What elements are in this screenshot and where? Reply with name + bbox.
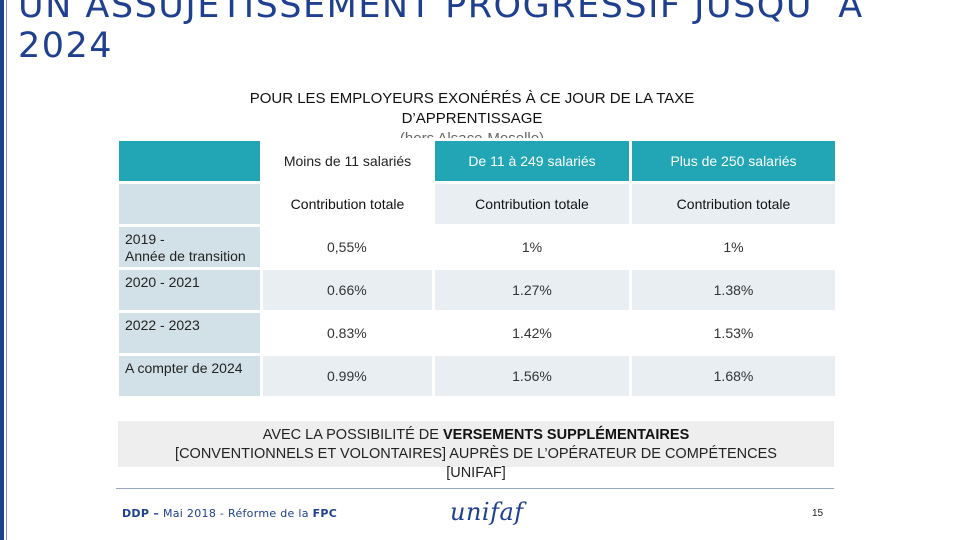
table-cell: 1.27%	[435, 270, 629, 310]
contribution-rates-table: Moins de 11 salariés De 11 à 249 salarié…	[116, 138, 838, 399]
slide-title-line2: 2024	[18, 26, 114, 66]
subtitle-line1: POUR LES EMPLOYEURS EXONÉRÉS À CE JOUR D…	[249, 90, 695, 107]
note-box	[118, 421, 834, 467]
subheader-corner-cell	[119, 184, 260, 224]
row-label: 2020 - 2021	[119, 270, 260, 310]
table-cell: 0.99%	[263, 356, 432, 396]
subtitle-line3: (hors Alsace-Moselle)	[180, 129, 764, 138]
row-label: 2022 - 2023	[119, 313, 260, 353]
column-header-large: Plus de 250 salariés	[632, 141, 835, 181]
table-cell: 1.56%	[435, 356, 629, 396]
slide-left-accent-bar	[0, 0, 4, 540]
header-corner-cell	[119, 141, 260, 181]
subheader-cell: Contribution totale	[435, 184, 629, 224]
footer-text: Mai 2018 - Réforme de la	[159, 507, 313, 520]
note-bold: VERSEMENTS SUPPLÉMENTAIRES	[442, 427, 690, 443]
table-cell: 1%	[435, 227, 629, 267]
subheader-cell: Contribution totale	[263, 184, 432, 224]
table-cell: 1.53%	[632, 313, 835, 353]
slide-subtitle: POUR LES EMPLOYEURS EXONÉRÉS À CE JOUR D…	[180, 89, 764, 139]
table-row: 2019 - Année de transition 0,55% 1% 1%	[119, 227, 835, 267]
table-row: A compter de 2024 0.99% 1.56% 1.68%	[119, 356, 835, 396]
footer-caption: DDP – Mai 2018 - Réforme de la FPC	[122, 507, 337, 520]
logo-text: unifaf	[450, 498, 524, 526]
note-prefix: AVEC LA POSSIBILITÉ DE	[262, 427, 443, 443]
table-cell: 1.42%	[435, 313, 629, 353]
page-number: 15	[812, 508, 824, 519]
slide-left-accent-line	[6, 0, 7, 540]
row-label-line2: Année de transition	[125, 248, 246, 264]
column-header-medium: De 11 à 249 salariés	[435, 141, 629, 181]
table-row: 2020 - 2021 0.66% 1.27% 1.38%	[119, 270, 835, 310]
note-line2: [CONVENTIONNELS ET VOLONTAIRES] AUPRÈS D…	[175, 446, 777, 462]
slide-title: UN ASSUJETISSEMENT PROGRESSIF JUSQU’ À 2…	[18, 0, 864, 66]
subheader-cell: Contribution totale	[632, 184, 835, 224]
footer-divider	[116, 488, 834, 489]
table-cell: 1.38%	[632, 270, 835, 310]
table-cell: 0,55%	[263, 227, 432, 267]
unifaf-logo: unifaf	[450, 498, 523, 532]
note-line3: [UNIFAF]	[446, 465, 506, 481]
column-header-small: Moins de 11 salariés	[263, 141, 432, 181]
row-label-line1: 2019 -	[125, 231, 165, 247]
footer-org: DDP –	[122, 507, 160, 520]
note-text: AVEC LA POSSIBILITÉ DE VERSEMENTS SUPPLÉ…	[118, 426, 834, 483]
slide-title-line1: UN ASSUJETISSEMENT PROGRESSIF JUSQU’ À	[18, 0, 864, 26]
table-row: 2022 - 2023 0.83% 1.42% 1.53%	[119, 313, 835, 353]
row-label: A compter de 2024	[119, 356, 260, 396]
table-cell: 0.83%	[263, 313, 432, 353]
table-header-row: Moins de 11 salariés De 11 à 249 salarié…	[119, 141, 835, 181]
footer-topic: FPC	[312, 507, 338, 520]
table-cell: 1.68%	[632, 356, 835, 396]
table-subheader-row: Contribution totale Contribution totale …	[119, 184, 835, 224]
table-cell: 1%	[632, 227, 835, 267]
table-cell: 0.66%	[263, 270, 432, 310]
subtitle-line2: D’APPRENTISSAGE	[401, 110, 543, 127]
row-label: 2019 - Année de transition	[119, 227, 260, 267]
